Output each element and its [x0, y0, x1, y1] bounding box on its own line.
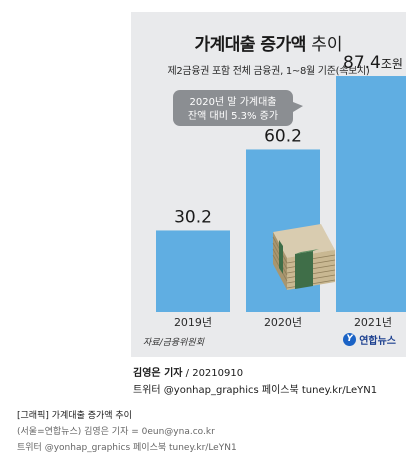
bar-2 [336, 76, 406, 312]
bar-0 [156, 230, 230, 312]
caption-title: [그래픽] 가계대출 증가액 추이 [17, 408, 132, 421]
author-name: 김영은 기자 [133, 368, 182, 379]
x-tick-label-0: 2019년 [174, 316, 212, 329]
caption-byline: (서울=연합뉴스) 김영은 기자 = 0eun@yna.co.kr [17, 424, 215, 437]
annotation-line-0: 2020년 말 가계대출 [189, 96, 276, 108]
bar-chart: 30.2 60.2 87.4조원 [131, 12, 406, 357]
money-stack-icon [273, 224, 335, 290]
unit-label: 조원 [381, 57, 403, 71]
bar-value-label-2: 87.4조원 [343, 53, 403, 73]
yonhap-logo: Y 연합뉴스 [343, 332, 396, 347]
yonhap-logo-text: 연합뉴스 [359, 332, 396, 347]
caption-social: 트위터 @yonhap_graphics 페이스북 tuney.kr/LeYN1 [17, 440, 237, 453]
chart-source: 자료/금융위원회 [143, 335, 204, 348]
bar-value-label-1: 60.2 [264, 126, 302, 146]
author-credit: 김영은 기자 / 20210910 [133, 364, 243, 379]
annotation-line-1: 잔액 대비 5.3% 증가 [188, 110, 278, 122]
annotation-pointer [293, 102, 303, 112]
author-date: / 20210910 [182, 368, 243, 379]
bar-value-label-0: 30.2 [174, 207, 212, 227]
x-tick-label-1: 2020년 [264, 316, 302, 329]
x-tick-label-2: 2021년 [354, 316, 392, 329]
social-credit: 트위터 @yonhap_graphics 페이스북 tuney.kr/LeYN1 [133, 381, 377, 396]
chart-card: 가계대출 증가액 추이 제2금융권 포함 전체 금융권, 1~8월 기준(속보치… [131, 12, 406, 357]
yonhap-logo-icon: Y [343, 333, 356, 346]
